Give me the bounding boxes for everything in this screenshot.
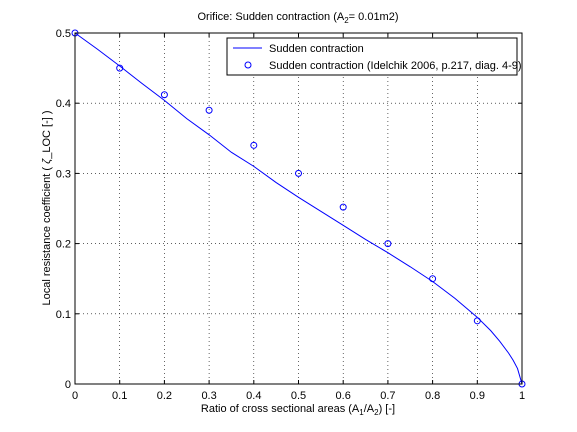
y-tick-label: 0.1 [56,309,71,321]
data-point-idelchik [295,169,302,177]
data-point-idelchik [116,64,124,72]
x-tick-label: 0 [72,390,78,402]
x-tick-label: 1 [519,390,525,402]
legend-entry-markers: Sudden contraction (Idelchik 2006, p.217… [269,60,522,72]
y-tick-label: 0.3 [56,168,71,180]
x-tick-label: 0.3 [201,390,216,402]
x-tick-label: 0.4 [246,390,261,402]
chart-title: Orifice: Sudden contraction (A2= 0.01m2) [197,11,398,25]
data-point-idelchik [384,240,392,248]
legend-box [226,37,518,76]
data-point-idelchik [250,141,258,149]
grid-lines [75,33,522,384]
x-axis-label: Ratio of cross sectional areas (A1/A2) [… [201,403,395,417]
x-tick-label: 0.9 [470,390,485,402]
data-point-idelchik [160,91,168,99]
x-tick-label: 0.2 [157,390,172,402]
x-tick-label: 0.6 [336,390,351,402]
series-line-sudden-contraction [74,32,523,385]
x-tick-label: 0.8 [425,390,440,402]
x-tick-label: 0.5 [291,390,306,402]
data-point-idelchik [339,203,347,211]
x-tick-label: 0.7 [380,390,395,402]
x-tick-label: 0.1 [112,390,127,402]
data-point-idelchik [429,275,437,283]
y-tick-label: 0.2 [56,239,71,251]
legend: Sudden contraction Sudden contraction (I… [226,37,522,76]
y-tick-label: 0 [65,379,71,391]
y-axis-label: Local resistance coefficient ( ζ_LOC [-]… [41,110,53,305]
y-tick-label: 0.5 [56,28,71,40]
legend-marker-swatch [244,61,252,69]
data-point-idelchik [473,317,481,325]
axis-ticks: 0 0.1 0.2 0.3 0.4 0.5 0.6 0.7 0.8 0.9 1 0 0.1 0.2 0.3 0… [56,28,525,402]
y-tick-label: 0.4 [56,98,71,110]
legend-entry-line: Sudden contraction [269,43,364,55]
data-point-idelchik [205,106,213,114]
